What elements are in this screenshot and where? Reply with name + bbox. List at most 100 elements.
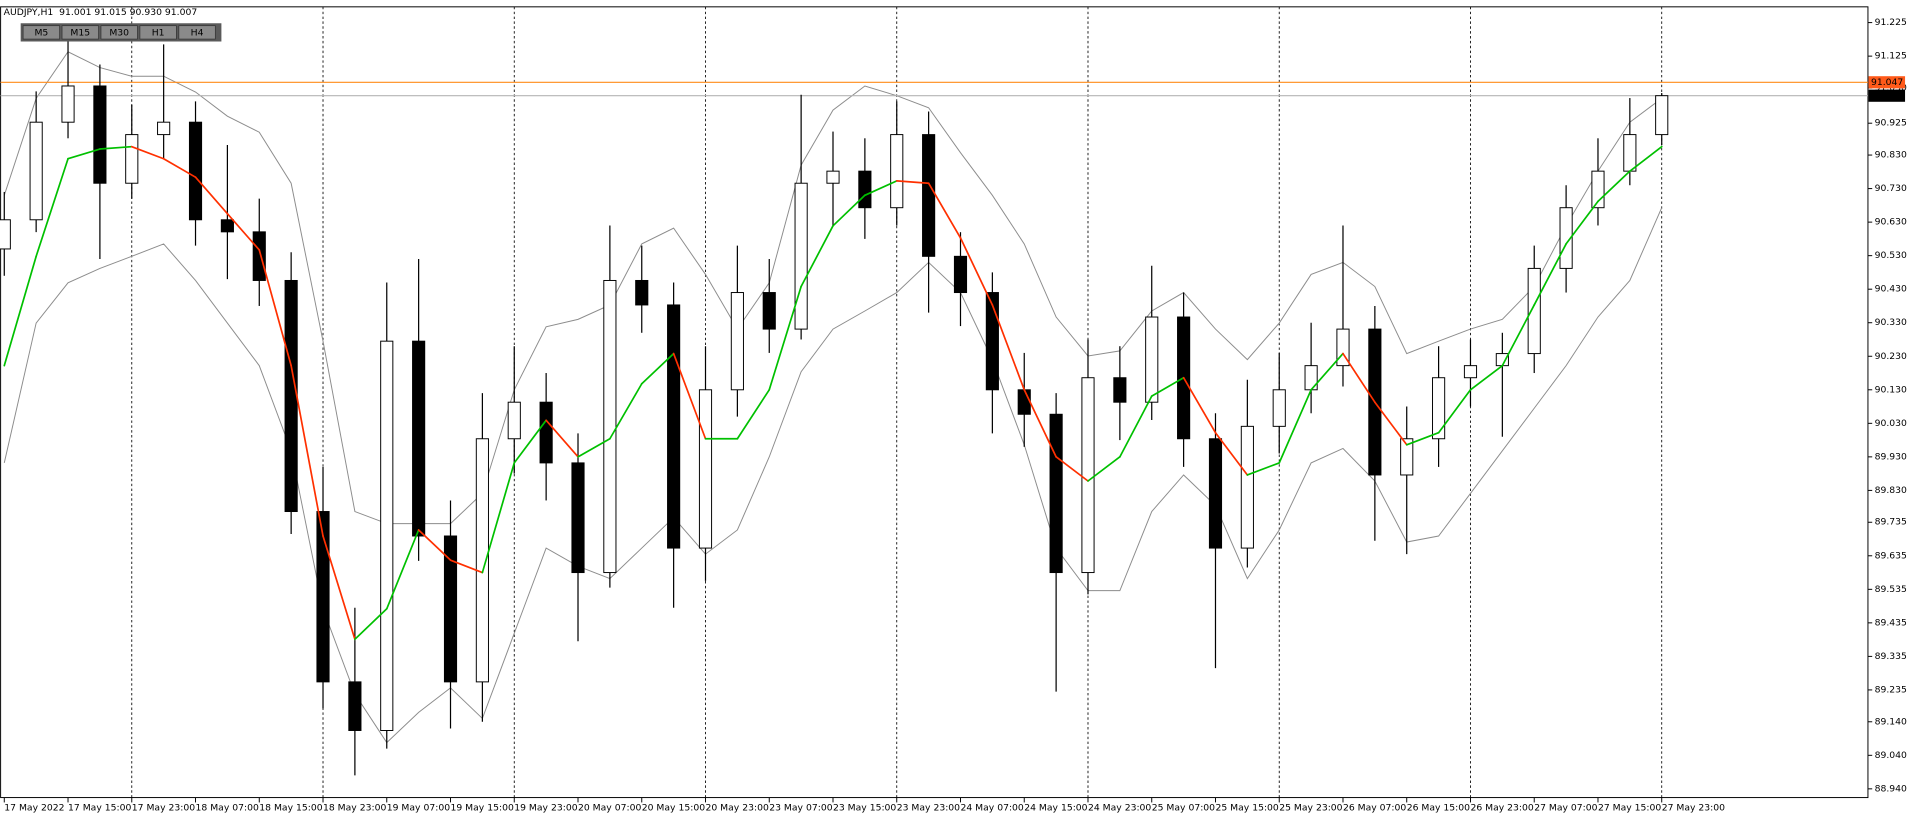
candle-body — [475, 438, 489, 683]
x-tick-label: 23 May 15:00 — [833, 802, 896, 813]
candle-body — [985, 292, 999, 391]
candle-body — [1017, 389, 1031, 415]
moving-average-segment — [481, 462, 516, 574]
candle-body — [1527, 267, 1541, 355]
candle-body — [1208, 438, 1223, 549]
candle-body — [762, 292, 776, 330]
candle-body — [1432, 377, 1446, 440]
moving-average-segment — [1150, 376, 1185, 398]
button-label[interactable]: H1 — [152, 27, 165, 38]
y-tick-label: 91.225 — [1875, 17, 1907, 28]
moving-average-segment — [768, 285, 802, 391]
x-tick-label: 19 May 15:00 — [451, 802, 514, 813]
timeframe-button[interactable]: M30 — [100, 25, 138, 40]
moving-average-segment — [1437, 388, 1472, 434]
button-label[interactable]: M30 — [109, 27, 129, 38]
moving-average-segment — [959, 237, 994, 306]
x-tick-label: 24 May 23:00 — [1088, 802, 1151, 813]
x-tick-label: 25 May 07:00 — [1152, 802, 1215, 813]
x-tick-label: 23 May 07:00 — [769, 802, 832, 813]
bollinger-band — [3, 51, 1663, 525]
candle-body — [1463, 365, 1478, 379]
button-label[interactable]: M15 — [70, 27, 90, 38]
moving-average-segment — [991, 304, 1026, 391]
y-tick-label: 90.730 — [1875, 183, 1907, 194]
moving-average-segment — [640, 352, 675, 385]
candle-body — [922, 134, 936, 257]
moving-average-segment — [226, 212, 261, 251]
moving-average-segment — [545, 419, 579, 458]
price-label: 91.047 — [1871, 77, 1903, 88]
candle-body — [1240, 425, 1254, 549]
candle-body — [603, 279, 617, 574]
timeframe-button[interactable]: M5 — [22, 25, 60, 40]
moving-average-segment — [67, 148, 101, 160]
candle-body — [61, 85, 75, 123]
y-tick-label: 89.930 — [1875, 451, 1907, 462]
bollinger-band — [3, 207, 1663, 744]
candle-body — [1559, 207, 1573, 269]
x-tick-label: 17 May 15:00 — [68, 802, 131, 813]
x-tick-label: 24 May 07:00 — [960, 802, 1023, 813]
button-bg — [139, 25, 177, 40]
y-tick-label: 90.230 — [1875, 351, 1907, 362]
x-tick-label: 25 May 23:00 — [1279, 802, 1342, 813]
candle-body — [125, 134, 139, 184]
button-bg — [22, 25, 60, 40]
candle-body — [380, 340, 394, 731]
candle-body — [794, 182, 808, 330]
moving-average-segment — [1055, 456, 1089, 482]
candle-body — [0, 219, 11, 250]
moving-average-segment — [864, 180, 898, 197]
price-line-layer — [0, 81, 1868, 97]
x-tick-label: 26 May 07:00 — [1343, 802, 1406, 813]
button-bg — [178, 25, 216, 40]
moving-average-segment — [577, 437, 611, 458]
moving-average-segment — [1501, 304, 1536, 367]
button-label[interactable]: H4 — [191, 27, 204, 38]
x-tick-label: 24 May 15:00 — [1024, 802, 1087, 813]
y-tick-label: 90.630 — [1875, 217, 1907, 228]
x-tick-label: 25 May 15:00 — [1215, 802, 1278, 813]
y-tick-label: 89.735 — [1875, 517, 1907, 528]
moving-average-segment — [449, 559, 484, 574]
y-tick-label: 89.040 — [1875, 750, 1907, 761]
y-tick-label: 89.140 — [1875, 716, 1907, 727]
moving-average-segment — [1023, 388, 1057, 458]
candle-body — [220, 219, 234, 233]
candle-body — [539, 401, 553, 464]
moving-average-segment — [800, 224, 834, 288]
timeframe-button[interactable]: H4 — [178, 25, 216, 40]
x-tick-label: 18 May 23:00 — [323, 802, 386, 813]
candle-body — [93, 85, 107, 184]
moving-average-segment — [35, 157, 69, 258]
button-label[interactable]: M5 — [34, 27, 48, 38]
moving-average-segment — [1405, 431, 1440, 446]
timeframe-button[interactable]: M15 — [61, 25, 99, 40]
candle-body — [1145, 316, 1159, 403]
x-tick-label: 19 May 23:00 — [514, 802, 577, 813]
y-tick-label: 90.830 — [1875, 150, 1907, 161]
moving-average-segment — [1533, 243, 1567, 306]
button-bg — [100, 25, 138, 40]
x-tick-label: 23 May 23:00 — [897, 802, 960, 813]
axis-layer: 91.22591.12591.03090.92590.83090.73090.6… — [3, 17, 1907, 813]
moving-average-segment — [1214, 431, 1249, 476]
moving-average-segment — [513, 419, 547, 464]
candle-body — [571, 462, 585, 574]
moving-average-segment — [736, 388, 771, 440]
moving-average-segment — [130, 145, 165, 160]
timeframe-button[interactable]: H1 — [139, 25, 177, 40]
y-tick-label: 89.235 — [1875, 684, 1907, 695]
moving-average-segment — [322, 535, 356, 641]
moving-average-segment — [417, 529, 452, 561]
candle-body — [252, 231, 266, 281]
moving-average-segment — [290, 364, 324, 537]
moving-average-segment — [1278, 388, 1312, 464]
x-tick-label: 17 May 2022 — [4, 802, 64, 813]
moving-average-segment — [1628, 145, 1663, 173]
x-tick-label: 27 May 07:00 — [1534, 802, 1597, 813]
candle-body — [348, 681, 362, 731]
moving-average-segment — [99, 145, 133, 150]
candle-body — [1655, 95, 1669, 136]
